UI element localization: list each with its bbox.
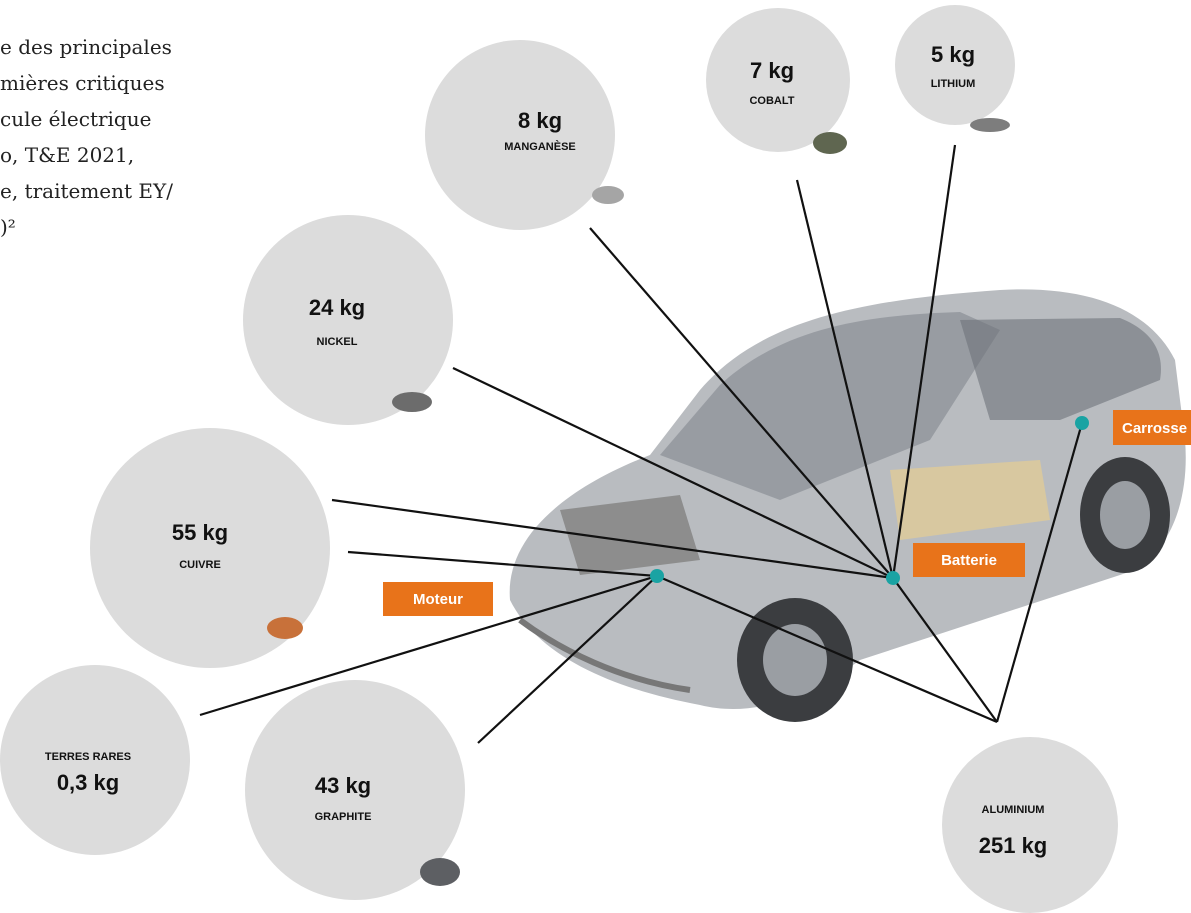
anchor-dot [650,569,664,583]
tag-label: Moteur [413,591,463,608]
amount: 7 kg [750,58,794,83]
amount: 251 kg [979,833,1048,858]
infographic: e des principales mières critiques cule … [0,0,1191,913]
sample [592,186,624,204]
intro-line: e, traitement EY/ [0,179,173,203]
sample [813,132,847,154]
material-name: MANGANÈSE [504,140,576,153]
anchor-dot [1075,416,1089,430]
material-name: NICKEL [317,336,358,348]
intro-line: o, T&E 2021, [0,143,134,167]
tag-label: Carrosse [1122,420,1187,437]
rear-rim [1100,481,1150,549]
material-name: COBALT [749,95,794,107]
intro-line: )² [0,215,16,239]
material-name: GRAPHITE [315,811,372,823]
intro-line: mières critiques [0,71,165,95]
anchor-dot [886,571,900,585]
circle [942,737,1118,913]
sample [392,392,432,412]
amount: 24 kg [309,295,365,320]
sample [970,118,1010,132]
amount: 0,3 kg [57,770,119,795]
amount: 5 kg [931,42,975,67]
amount: 8 kg [518,108,562,133]
page: Matières critiques {"intro": {"lines": [… [0,0,1191,913]
intro-line: e des principales [0,35,172,59]
material-name: CUIVRE [179,559,221,571]
intro: e des principales mières critiques cule … [0,35,173,239]
material-name: TERRES RARES [45,751,131,763]
amount: 43 kg [315,773,371,798]
intro-line: cule électrique [0,107,151,131]
circle [425,40,615,230]
amount: 55 kg [172,520,228,545]
sample [420,858,460,886]
body: e des principales mières critiques cule … [0,0,1191,913]
tag-label: Batterie [941,552,997,569]
material-name: LITHIUM [931,78,976,90]
sample [267,617,303,639]
material-name: ALUMINIUM [982,804,1045,816]
